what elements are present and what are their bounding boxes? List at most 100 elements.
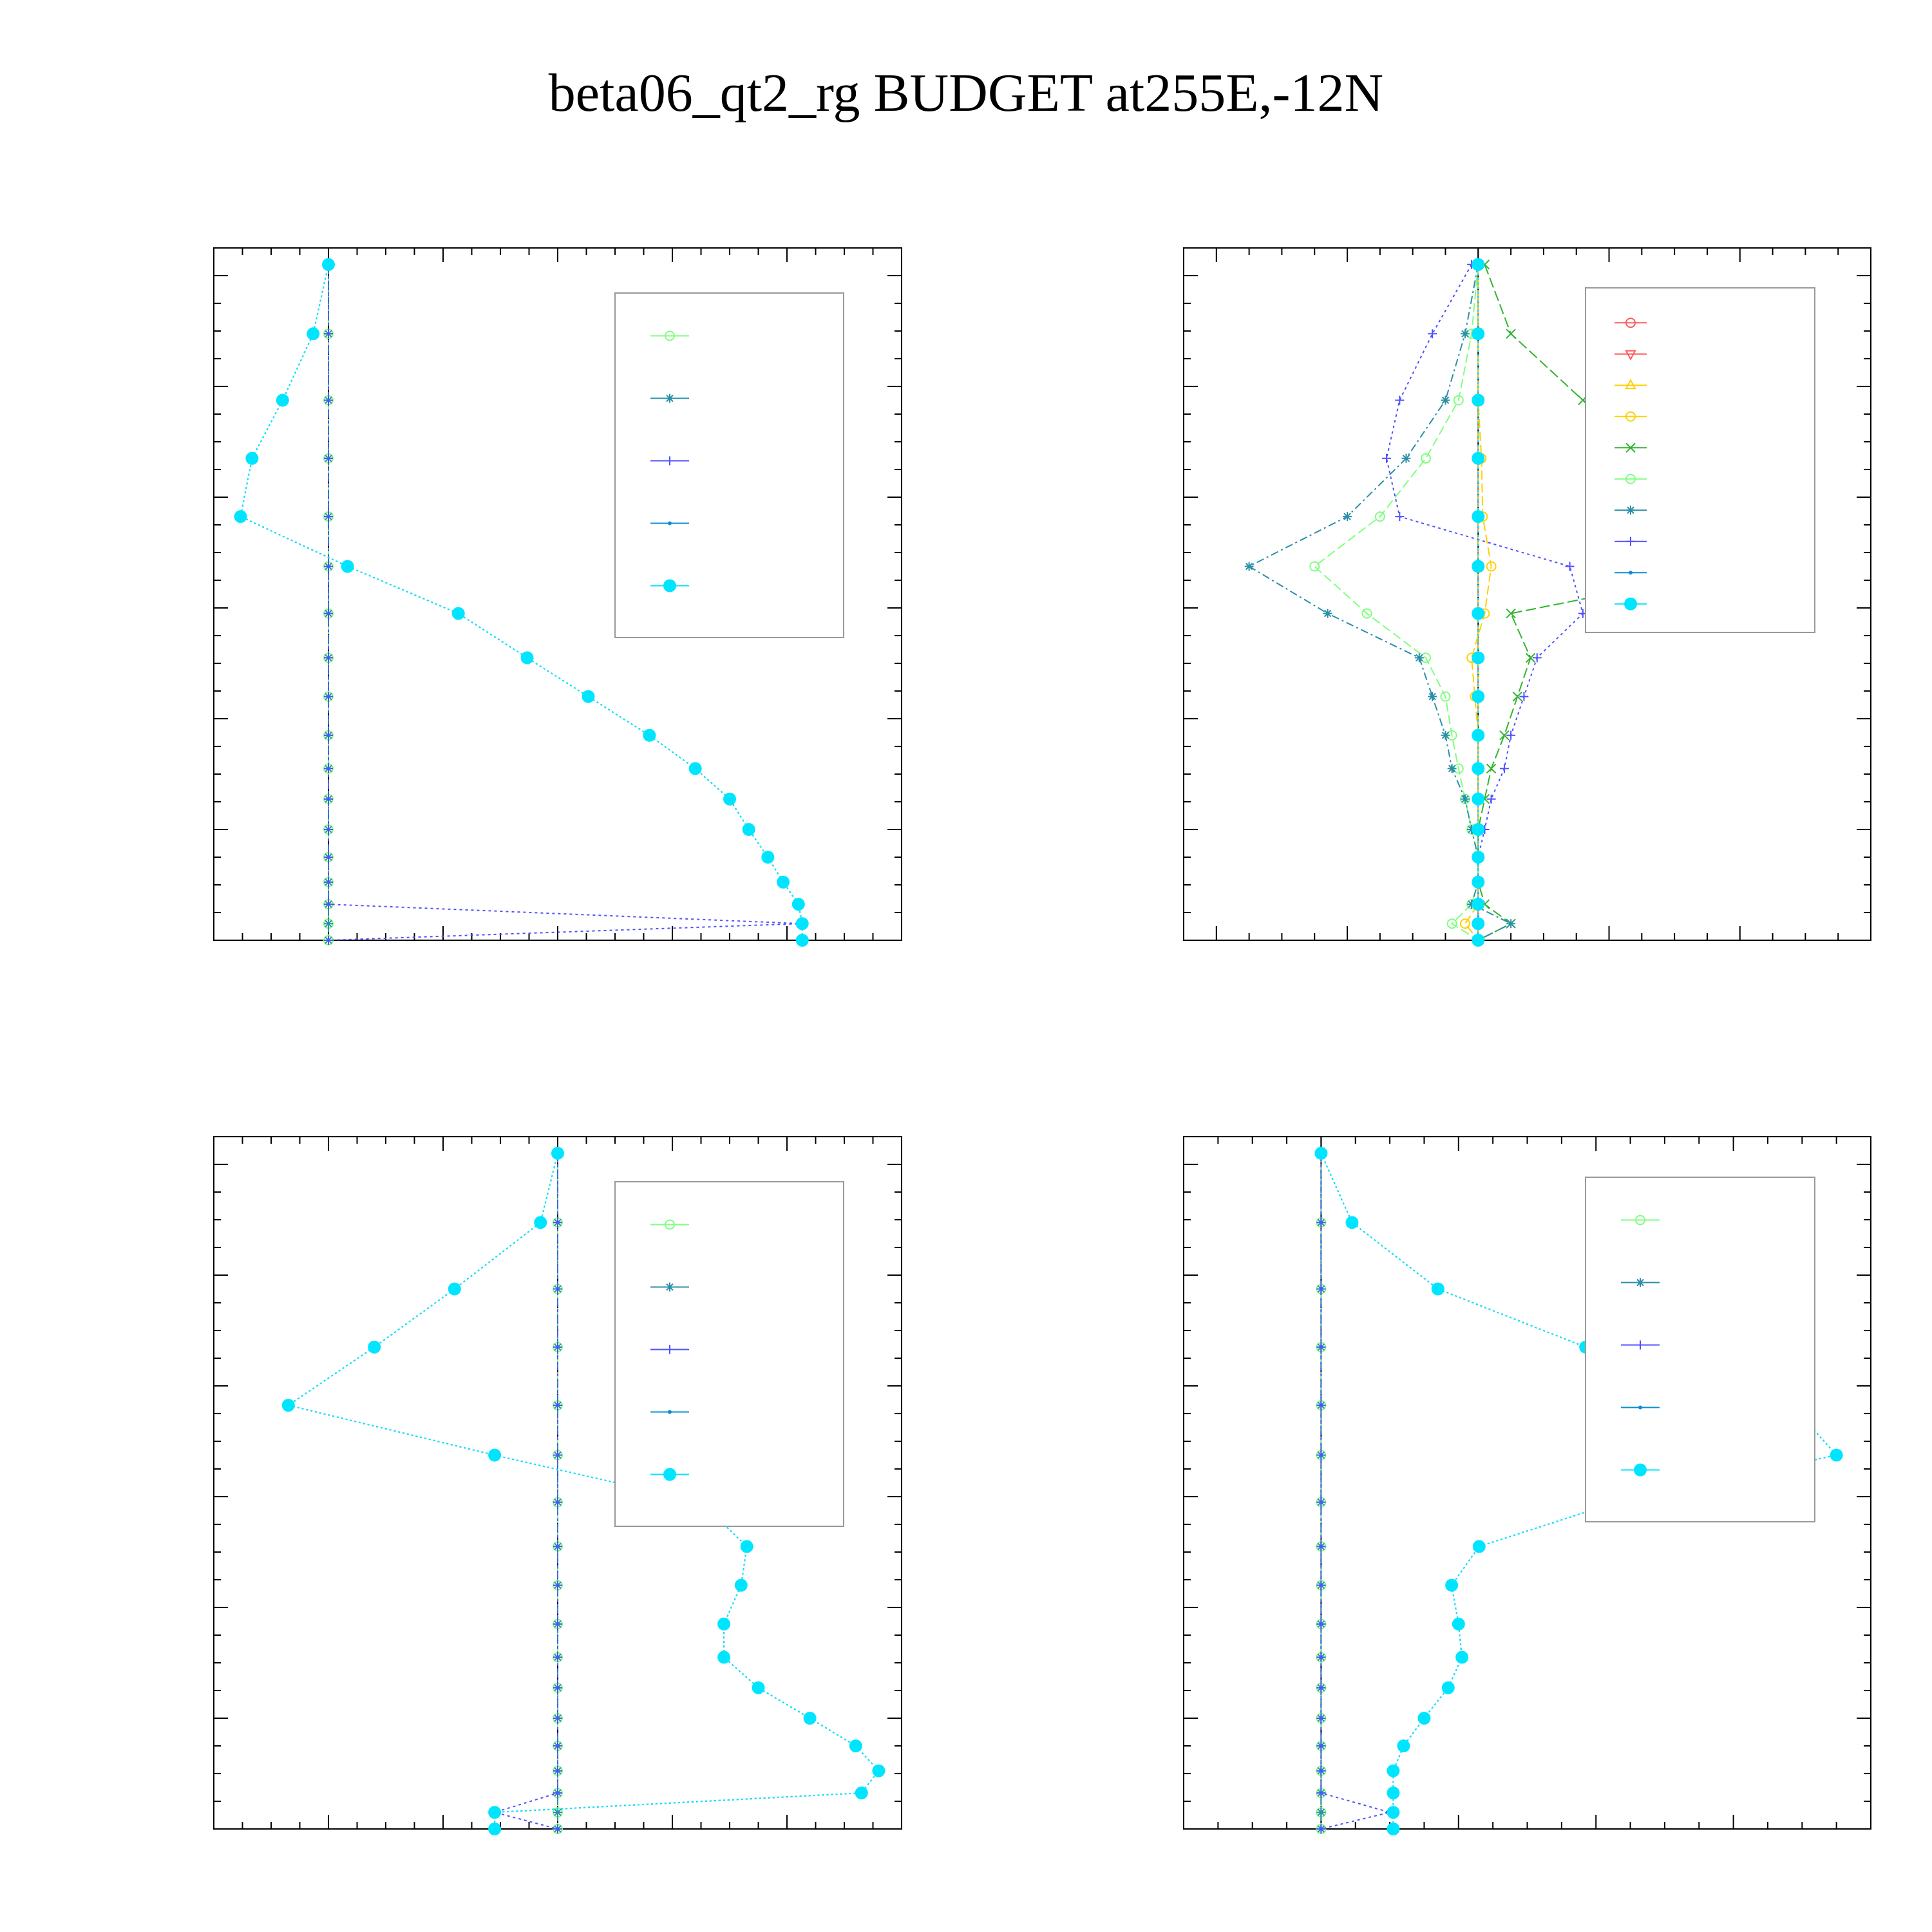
legend-marker: [1626, 536, 1635, 546]
data-point: [451, 607, 465, 620]
data-point: [1316, 1741, 1326, 1750]
data-point: [723, 792, 736, 806]
data-point: [322, 258, 335, 271]
legend-marker: [1625, 379, 1636, 390]
legend-marker: [1626, 506, 1635, 515]
legend-marker: [665, 1219, 675, 1230]
data-point: [1431, 1282, 1444, 1296]
data-point: [1447, 764, 1457, 773]
chart-panels: [213, 247, 1871, 1835]
data-point: [324, 919, 333, 929]
data-point: [324, 453, 333, 463]
legend-marker: [1634, 1463, 1647, 1477]
data-point: [324, 825, 333, 834]
data-point: [553, 1580, 562, 1590]
data-point: [1316, 1284, 1326, 1294]
data-point: [1345, 1216, 1359, 1229]
legend-marker: [1625, 411, 1636, 422]
data-point: [1316, 1218, 1326, 1227]
data-point: [1467, 900, 1477, 909]
data-point: [324, 395, 333, 405]
data-point: [1244, 562, 1254, 571]
legend-marker: [665, 393, 674, 403]
data-point: [324, 692, 333, 701]
data-point: [1387, 1806, 1400, 1819]
data-point: [324, 562, 333, 571]
data-point: [307, 327, 320, 341]
data-point: [324, 877, 333, 887]
data-point: [448, 1282, 461, 1296]
data-point: [1472, 792, 1485, 806]
data-point: [1316, 1580, 1326, 1590]
data-point: [1467, 825, 1477, 834]
data-point: [1387, 1764, 1400, 1777]
data-point: [1316, 1714, 1326, 1723]
series: [234, 258, 809, 947]
data-point: [1374, 511, 1385, 522]
data-point: [1486, 763, 1497, 774]
data-point: [1499, 730, 1510, 741]
data-point: [791, 898, 805, 911]
data-point: [1316, 1683, 1326, 1692]
plot-frame: [1183, 247, 1871, 941]
data-point: [1486, 561, 1497, 572]
data-point: [795, 917, 809, 931]
legend-marker: [663, 579, 676, 592]
legend-box: [1585, 287, 1815, 633]
legend-marker: [665, 456, 674, 466]
data-point: [1472, 823, 1485, 836]
data-point: [1472, 393, 1485, 407]
data-point: [1506, 608, 1516, 619]
data-point: [245, 451, 259, 465]
data-point: [1387, 1823, 1400, 1835]
legend-marker: [1625, 442, 1636, 453]
data-point: [324, 730, 333, 740]
legend-marker: [1624, 597, 1637, 611]
data-point: [553, 1497, 562, 1507]
data-point: [1472, 690, 1485, 703]
data-point: [752, 1681, 765, 1694]
data-point: [1343, 512, 1352, 522]
data-point: [1525, 652, 1536, 663]
data-point: [553, 1824, 562, 1833]
data-point: [740, 1540, 753, 1553]
legend-marker: [665, 1345, 674, 1354]
data-point: [324, 512, 333, 522]
series-line: [287, 1153, 880, 1829]
legend-marker: [1625, 317, 1636, 328]
data-point: [742, 823, 755, 836]
data-point: [1506, 328, 1516, 339]
data-point: [488, 1823, 502, 1835]
data-point: [1460, 794, 1470, 804]
data-point: [553, 1450, 562, 1460]
chart-panel: [213, 247, 902, 947]
data-point: [1453, 395, 1464, 406]
data-point: [1414, 653, 1424, 663]
data-point: [1316, 1342, 1326, 1352]
data-point: [1512, 691, 1522, 702]
data-point: [324, 329, 333, 339]
data-point: [1441, 730, 1450, 740]
data-point: [553, 1714, 562, 1723]
data-point: [341, 560, 354, 573]
data-point: [1459, 918, 1470, 929]
legend-marker: [1638, 1405, 1642, 1410]
data-point: [1441, 1681, 1455, 1694]
data-point: [717, 1617, 731, 1631]
data-point: [1472, 651, 1485, 665]
data-point: [534, 1216, 547, 1229]
data-point: [1316, 1808, 1326, 1817]
data-point: [553, 1683, 562, 1692]
data-point: [1428, 329, 1437, 339]
data-point: [1506, 730, 1516, 740]
data-point: [1316, 1766, 1326, 1776]
data-point: [643, 728, 656, 742]
data-point: [1472, 607, 1485, 620]
data-point: [1387, 1786, 1400, 1800]
data-point: [553, 1619, 562, 1629]
data-point: [324, 653, 333, 663]
data-point: [324, 609, 333, 618]
data-point: [717, 1651, 731, 1664]
series-line: [1320, 1153, 1838, 1829]
